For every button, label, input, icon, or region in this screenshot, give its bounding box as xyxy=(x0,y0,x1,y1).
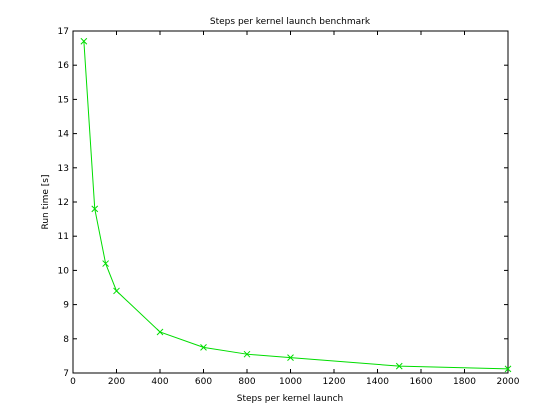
y-tick-label: 11 xyxy=(58,232,69,242)
data-point-marker xyxy=(156,328,164,336)
y-tick-label: 9 xyxy=(63,301,69,311)
y-tick-label: 8 xyxy=(63,335,69,345)
x-axis-label: Steps per kernel launch xyxy=(237,394,344,404)
x-tick-label: 600 xyxy=(195,377,212,387)
series-layer xyxy=(80,37,512,373)
y-axis: 7 8 9 10 11 12 13 14 15 16 17 xyxy=(58,27,508,379)
x-tick-label: 1200 xyxy=(323,377,346,387)
x-axis: 0 200 400 600 800 1000 1200 1400 1600 1800 2000 xyxy=(70,31,520,387)
y-tick-label: 13 xyxy=(58,164,69,174)
x-tick-label: 1400 xyxy=(366,377,389,387)
y-tick-label: 12 xyxy=(58,198,69,208)
x-tick-label: 400 xyxy=(151,377,168,387)
y-tick-label: 16 xyxy=(58,61,70,71)
plot-area xyxy=(72,30,509,374)
x-tick-label: 200 xyxy=(108,377,125,387)
data-point-marker xyxy=(287,354,294,361)
y-tick-label: 14 xyxy=(58,130,70,140)
y-axis-label: Run time [s] xyxy=(41,174,51,229)
chart-title: Steps per kernel launch benchmark xyxy=(210,17,371,27)
y-tick-label: 7 xyxy=(63,369,69,379)
data-point-marker xyxy=(200,343,207,351)
data-point-marker xyxy=(243,350,251,358)
x-tick-label: 1800 xyxy=(453,377,476,387)
x-tick-label: 1600 xyxy=(410,377,433,387)
y-tick-label: 10 xyxy=(58,266,70,276)
y-tick-label: 17 xyxy=(58,27,69,37)
data-point-marker xyxy=(80,37,88,45)
series-line xyxy=(83,41,509,370)
data-point-marker xyxy=(91,205,99,213)
data-point-marker xyxy=(102,260,109,267)
x-tick-label: 800 xyxy=(238,377,255,387)
data-point-marker xyxy=(113,287,120,295)
data-point-marker xyxy=(504,365,512,373)
x-tick-label: 1000 xyxy=(279,377,302,387)
x-tick-label: 0 xyxy=(70,377,76,387)
data-point-marker xyxy=(395,362,403,370)
x-tick-label: 2000 xyxy=(497,377,520,387)
y-tick-label: 15 xyxy=(58,95,69,105)
